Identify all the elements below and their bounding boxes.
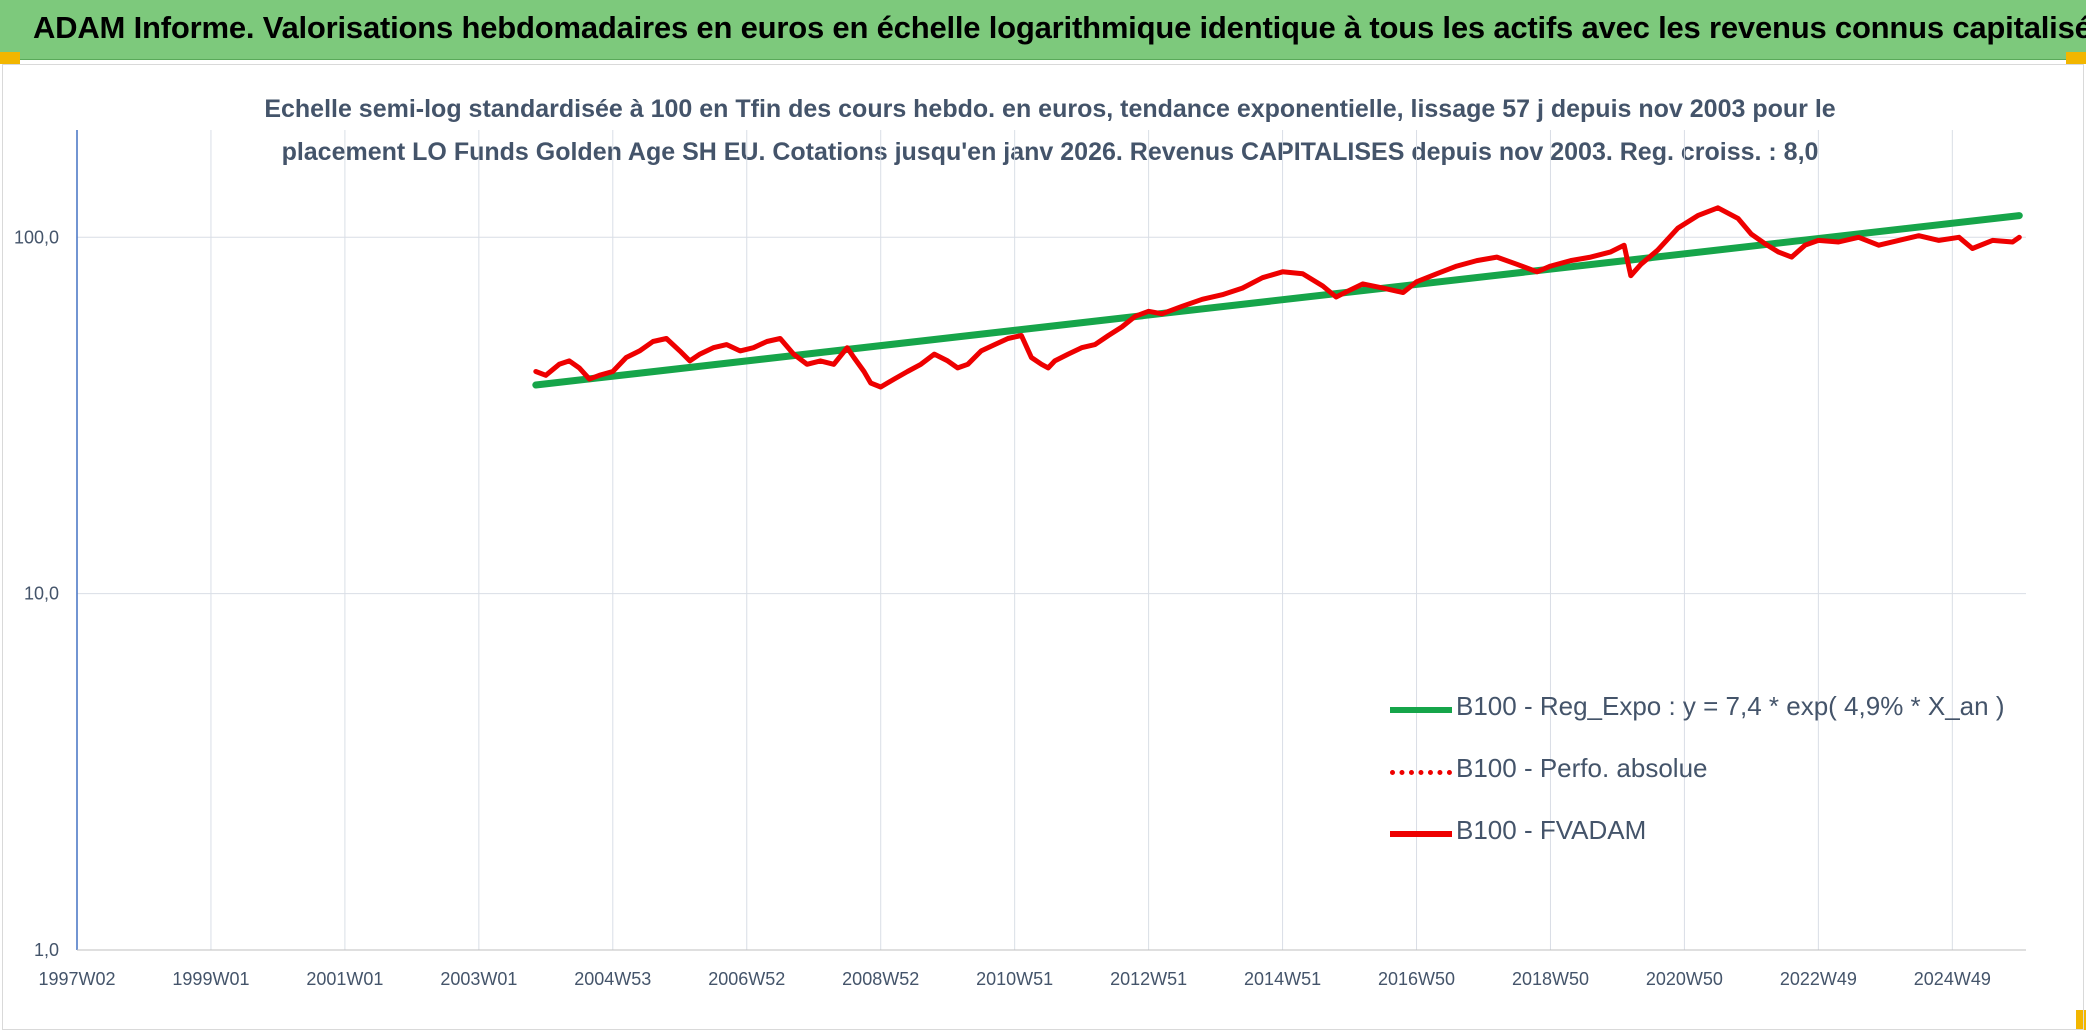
- x-tick-label: 2006W52: [708, 969, 785, 989]
- x-tick-label: 1997W02: [38, 969, 115, 989]
- series-line-2: [533, 205, 2022, 390]
- x-tick-label: 1999W01: [172, 969, 249, 989]
- x-tick-label: 2012W51: [1110, 969, 1187, 989]
- x-tick-label: 2024W49: [1914, 969, 1991, 989]
- chart-title: Echelle semi-log standardisée à 100 en T…: [200, 88, 1900, 174]
- x-tick-label: 2020W50: [1646, 969, 1723, 989]
- legend-swatch-trend: [1390, 707, 1452, 713]
- legend-label-trend: B100 - Reg_Expo : y = 7,4 * exp( 4,9% * …: [1456, 691, 2005, 721]
- report-title: ADAM Informe. Valorisations hebdomadaire…: [33, 10, 2086, 45]
- legend-label-fvadam: B100 - FVADAM: [1456, 815, 1647, 845]
- chart-title-line-2: placement LO Funds Golden Age SH EU. Cot…: [281, 138, 1819, 166]
- y-tick-label: 10,0: [24, 584, 59, 604]
- corner-accent-bottom-right: [2076, 1010, 2086, 1030]
- x-tick-label: 2004W53: [574, 969, 651, 989]
- legend-label-perfo: B100 - Perfo. absolue: [1456, 753, 1708, 783]
- x-tick-label: 2008W52: [842, 969, 919, 989]
- corner-accent-left: [0, 52, 20, 64]
- x-tick-label: 2022W49: [1780, 969, 1857, 989]
- corner-accent-right: [2066, 52, 2086, 64]
- legend-swatch-fvadam: [1390, 831, 1452, 837]
- y-tick-label: 100,0: [14, 227, 59, 247]
- series-line-0: [532, 212, 2023, 389]
- x-tick-label: 2014W51: [1244, 969, 1321, 989]
- header-bar: ADAM Informe. Valorisations hebdomadaire…: [0, 0, 2086, 60]
- x-tick-label: 2003W01: [440, 969, 517, 989]
- x-tick-label: 2016W50: [1378, 969, 1455, 989]
- x-tick-label: 2001W01: [306, 969, 383, 989]
- x-tick-label: 2018W50: [1512, 969, 1589, 989]
- chart-frame: [2, 64, 2084, 1030]
- x-tick-label: 2010W51: [976, 969, 1053, 989]
- legend-swatch-perfo: [1390, 770, 1452, 775]
- chart-title-line-1: Echelle semi-log standardisée à 100 en T…: [264, 95, 1836, 123]
- y-tick-label: 1,0: [34, 940, 59, 960]
